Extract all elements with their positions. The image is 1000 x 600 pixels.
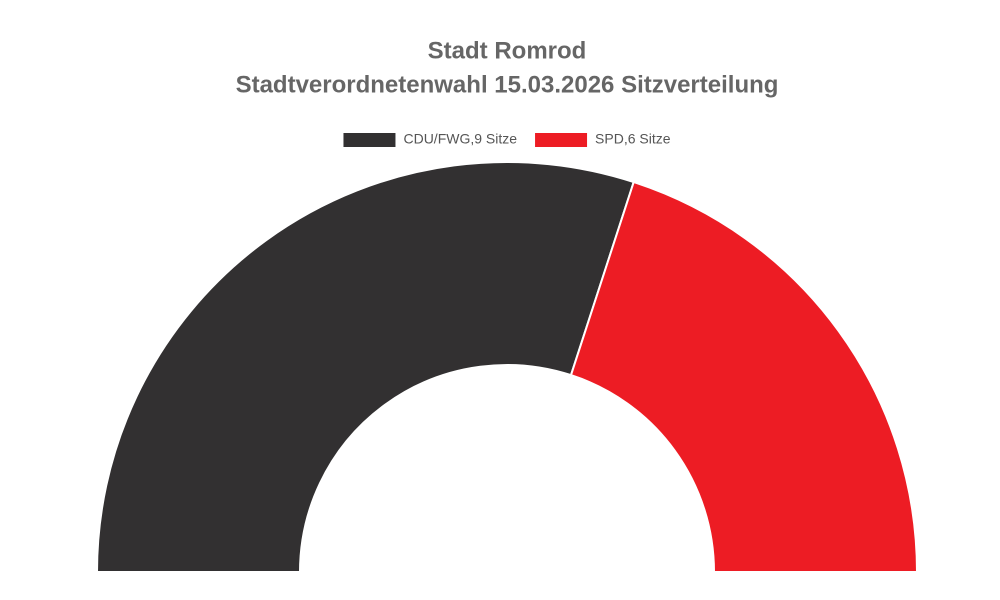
slice — [95, 161, 635, 573]
legend-swatch — [535, 133, 588, 147]
slice — [569, 180, 919, 573]
legend-swatch — [343, 133, 396, 147]
chart-title: Stadt Romrod — [428, 37, 587, 64]
legend-label: SPD,6 Sitze — [595, 131, 671, 147]
chart-title: Stadtverordnetenwahl 15.03.2026 Sitzvert… — [236, 71, 779, 98]
legend-label: CDU/FWG,9 Sitze — [403, 131, 517, 147]
